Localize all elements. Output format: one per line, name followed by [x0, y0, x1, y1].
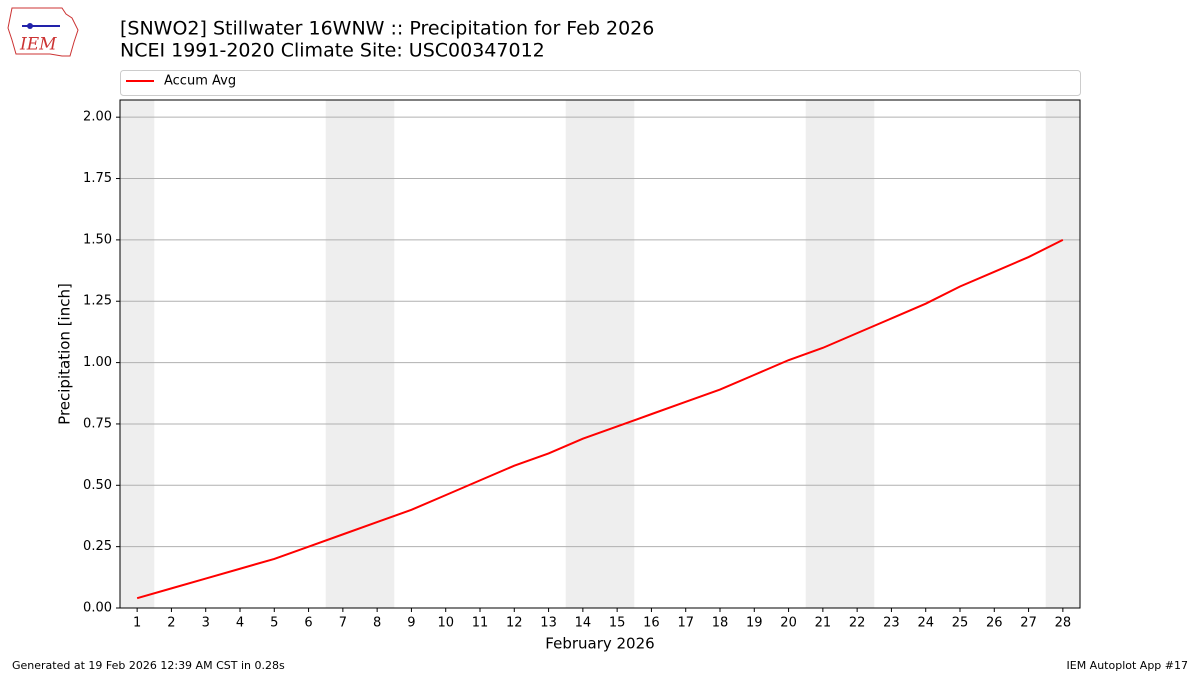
- x-tick-label: 7: [339, 616, 347, 631]
- logo-outline: [7, 7, 79, 57]
- weekend-band: [805, 100, 840, 608]
- x-tick-label: 21: [815, 616, 832, 631]
- chart-subtitle: NCEI 1991-2020 Climate Site: USC00347012: [120, 40, 545, 62]
- logo-icon: [27, 23, 33, 29]
- chart-title: [SNWO2] Stillwater 16WNW :: Precipitatio…: [120, 18, 654, 40]
- x-tick-label: 3: [202, 616, 210, 631]
- logo: IEM: [7, 7, 79, 57]
- logo-text: IEM: [19, 35, 57, 55]
- y-tick-label: 2.00: [83, 110, 112, 125]
- y-tick-label: 1.00: [83, 355, 112, 370]
- x-tick-label: 2: [167, 616, 175, 631]
- x-tick-label: 17: [677, 616, 694, 631]
- x-tick-label: 9: [407, 616, 415, 631]
- y-tick-label: 0.50: [83, 478, 112, 493]
- x-tick-label: 25: [952, 616, 969, 631]
- y-tick-label: 0.00: [83, 601, 112, 616]
- x-tick-label: 11: [472, 616, 489, 631]
- x-tick-label: 22: [849, 616, 866, 631]
- x-tick-label: 18: [712, 616, 729, 631]
- weekend-band: [840, 100, 875, 608]
- legend-frame: [120, 70, 1081, 96]
- x-tick-label: 20: [780, 616, 797, 631]
- footer-left: Generated at 19 Feb 2026 12:39 AM CST in…: [12, 659, 285, 672]
- x-tick-label: 4: [236, 616, 244, 631]
- x-tick-label: 16: [643, 616, 660, 631]
- weekend-band: [325, 100, 360, 608]
- weekend-band: [120, 100, 155, 608]
- x-tick-label: 24: [917, 616, 934, 631]
- weekend-band: [360, 100, 395, 608]
- weekend-band: [565, 100, 600, 608]
- line-series: [136, 238, 1064, 600]
- x-tick-label: 5: [270, 616, 278, 631]
- x-tick-label: 6: [304, 616, 312, 631]
- x-tick-label: 26: [986, 616, 1003, 631]
- plot-frame: [119, 99, 1081, 609]
- x-axis-label: February 2026: [545, 635, 654, 653]
- legend-label: Accum Avg: [164, 74, 236, 89]
- y-axis-label: Precipitation [inch]: [56, 283, 74, 425]
- x-tick-label: 13: [540, 616, 557, 631]
- y-tick-label: 0.25: [83, 539, 112, 554]
- x-tick-label: 27: [1020, 616, 1037, 631]
- footer-right: IEM Autoplot App #17: [1067, 659, 1189, 672]
- y-tick-label: 1.50: [83, 232, 112, 247]
- weekend-band: [600, 100, 635, 608]
- x-tick-label: 28: [1055, 616, 1072, 631]
- x-tick-label: 14: [575, 616, 592, 631]
- y-tick-label: 1.25: [83, 294, 112, 309]
- x-tick-label: 12: [506, 616, 523, 631]
- y-tick-label: 1.75: [83, 171, 112, 186]
- x-tick-label: 15: [609, 616, 626, 631]
- weekend-band: [1045, 100, 1080, 608]
- y-tick-label: 0.75: [83, 416, 112, 431]
- x-tick-label: 10: [437, 616, 454, 631]
- x-tick-label: 23: [883, 616, 900, 631]
- x-tick-label: 8: [373, 616, 381, 631]
- x-tick-label: 19: [746, 616, 763, 631]
- x-tick-label: 1: [133, 616, 141, 631]
